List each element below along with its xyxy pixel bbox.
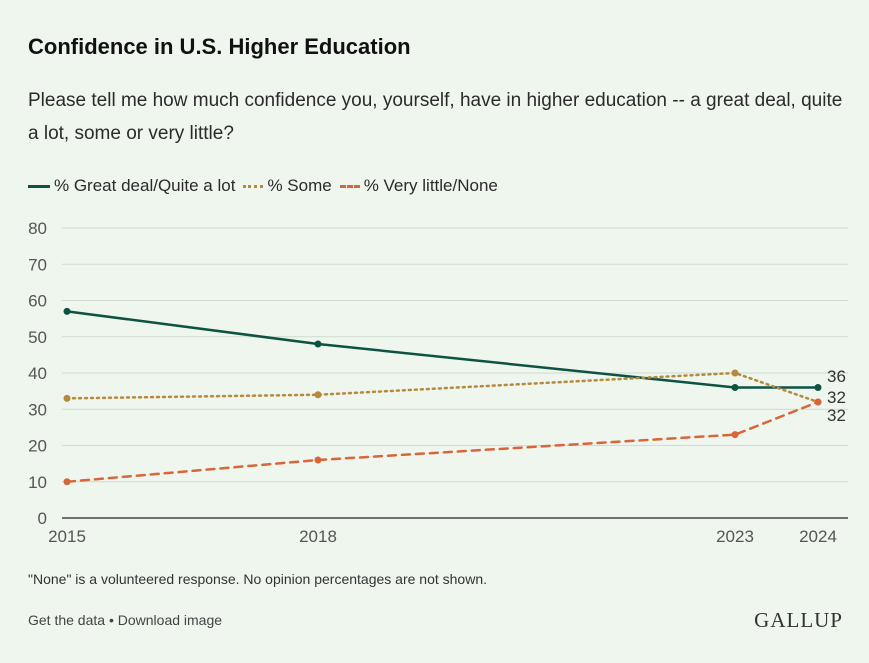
legend-item-very-little: % Very little/None [339, 176, 498, 196]
end-value-label: 36 [827, 367, 846, 386]
data-point [731, 369, 739, 377]
y-tick-label: 10 [28, 473, 47, 492]
y-tick-label: 50 [28, 328, 47, 347]
footer-links: Get the data • Download image [28, 612, 222, 628]
y-tick-label: 30 [28, 400, 47, 419]
series-line-2 [65, 371, 820, 404]
x-tick-label: 2024 [799, 527, 837, 546]
legend-swatch-solid [28, 184, 50, 188]
x-tick-label: 2018 [299, 527, 337, 546]
data-point [63, 307, 71, 315]
footer-separator: • [108, 612, 114, 628]
data-point [731, 431, 739, 439]
y-tick-label: 40 [28, 364, 47, 383]
data-point [731, 384, 739, 391]
get-data-link[interactable]: Get the data [28, 612, 106, 628]
legend-label-great-deal: % Great deal/Quite a lot [54, 176, 236, 195]
data-point [314, 340, 322, 348]
download-image-link[interactable]: Download image [117, 612, 223, 628]
footnote: "None" is a volunteered response. No opi… [28, 571, 488, 587]
data-point [314, 391, 322, 399]
y-tick-label: 70 [28, 255, 47, 274]
chart-subtitle: Please tell me how much confidence you, … [28, 90, 843, 144]
legend-item-great-deal: % Great deal/Quite a lot [28, 176, 235, 196]
series-line-1 [65, 310, 820, 389]
data-point [814, 384, 822, 391]
y-tick-label: 0 [38, 509, 47, 528]
data-point [814, 398, 822, 406]
y-tick-label: 80 [28, 219, 47, 238]
data-point [63, 394, 71, 402]
chart-title: Confidence in U.S. Higher Education [28, 34, 411, 59]
end-value-label: 32 [827, 406, 846, 425]
data-point [63, 478, 71, 486]
legend-swatch-dotted [243, 184, 264, 188]
x-tick-label: 2015 [48, 527, 86, 546]
x-tick-label: 2023 [716, 527, 754, 546]
legend-swatch-dashed [339, 184, 360, 188]
gallup-logo: GALLUP [754, 608, 843, 632]
legend: % Great deal/Quite a lot % Some % Very l… [28, 175, 506, 197]
legend-label-some: % Some [267, 176, 332, 195]
legend-item-some: % Some [243, 176, 332, 196]
end-value-label: 32 [827, 388, 846, 407]
series-line-3 [65, 400, 820, 483]
chart-card: Confidence in U.S. Higher Education Plea… [4, 4, 865, 659]
legend-label-very-little: % Very little/None [363, 176, 498, 195]
y-tick-label: 60 [28, 292, 47, 311]
data-point [314, 456, 322, 464]
y-tick-label: 20 [28, 437, 47, 456]
